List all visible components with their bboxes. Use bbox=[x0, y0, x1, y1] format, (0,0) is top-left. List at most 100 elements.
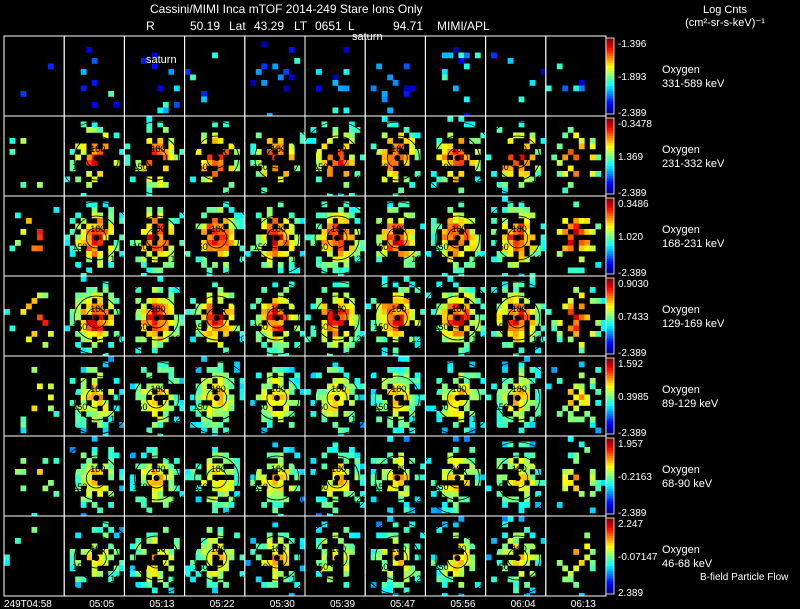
footer-label: B-field Particle Flow bbox=[700, 572, 789, 583]
field-direction-marker bbox=[334, 475, 341, 481]
pitch-angle-contour bbox=[206, 387, 228, 409]
time-tick-label: 05:05 bbox=[89, 599, 114, 609]
time-tick-label: 05:22 bbox=[210, 599, 235, 609]
ephem-source: MIMI/APL bbox=[437, 19, 490, 33]
contour-label: 180 bbox=[271, 544, 286, 554]
colorbar-segment bbox=[606, 135, 614, 139]
colorbar-segment bbox=[606, 566, 614, 570]
colorbar-segment bbox=[606, 283, 614, 287]
colorbar-segment bbox=[606, 50, 614, 54]
colorbar-min-label: -2.389 bbox=[618, 508, 647, 519]
contour-label: 150 bbox=[133, 402, 148, 412]
colorbar-segment bbox=[606, 403, 614, 407]
pitch-angle-contour bbox=[85, 147, 107, 169]
pitch-angle-contour bbox=[134, 295, 179, 341]
ephem-l-value: 94.71 bbox=[393, 19, 424, 33]
contour-label: 150 bbox=[193, 402, 208, 412]
time-axis: 249T04:58 05:05 05:13 05:22 05:30 05:39 05:47 0… bbox=[4, 599, 596, 609]
field-direction-marker bbox=[213, 395, 220, 401]
colorbar-max-label: 1.592 bbox=[618, 359, 643, 370]
colorbar-title: Log Cnts bbox=[702, 4, 748, 16]
field-direction-marker bbox=[454, 395, 461, 401]
pitch-angle-contour bbox=[184, 201, 245, 275]
image-panel bbox=[63, 35, 125, 117]
pitch-angle-contour bbox=[206, 227, 228, 249]
colorbar-segment bbox=[606, 130, 614, 134]
colorbar-segment bbox=[606, 511, 614, 515]
panel-border bbox=[485, 35, 547, 117]
pitch-angle-contour bbox=[73, 375, 119, 421]
pitch-angle-contour bbox=[73, 455, 119, 501]
image-panel bbox=[3, 35, 65, 117]
pitch-angle-contour bbox=[386, 307, 408, 329]
colorbar-segment bbox=[606, 383, 614, 387]
colorbar-segment bbox=[606, 133, 614, 137]
contour-label: 120 bbox=[231, 574, 246, 584]
saturn-label: saturn bbox=[146, 54, 177, 66]
contour-label: 180 bbox=[452, 384, 467, 394]
colorbar-segment bbox=[606, 578, 614, 582]
contour-label: 150 bbox=[193, 162, 208, 172]
colorbar-segment bbox=[606, 331, 614, 335]
colorbar-segment bbox=[606, 60, 614, 64]
pitch-angle-contour bbox=[326, 147, 348, 169]
pitch-angle-contour bbox=[365, 521, 426, 595]
field-direction-marker bbox=[153, 555, 160, 561]
field-direction-marker bbox=[153, 315, 160, 321]
colorbar-segment bbox=[606, 573, 614, 577]
colorbar-segment bbox=[606, 191, 614, 195]
contour-label: 120 bbox=[231, 254, 246, 264]
colorbar-segment bbox=[606, 91, 614, 95]
field-direction-marker bbox=[153, 235, 160, 241]
colorbar-segment bbox=[606, 463, 614, 467]
pitch-angle-contour bbox=[507, 547, 529, 569]
colorbar-segment bbox=[606, 445, 614, 449]
pitch-angle-contour bbox=[134, 135, 179, 181]
contour-label: 120 bbox=[411, 574, 426, 584]
colorbar-segment bbox=[606, 83, 614, 87]
colorbar-segment bbox=[606, 76, 614, 79]
colorbar-segment bbox=[606, 305, 614, 309]
colorbar-segment bbox=[606, 45, 614, 49]
contour-label: 120 bbox=[291, 574, 306, 584]
colorbar-segment bbox=[606, 111, 614, 115]
contour-label: 150 bbox=[72, 242, 87, 252]
image-panel bbox=[545, 515, 607, 597]
colorbar-mid-label: -0.07147 bbox=[618, 552, 658, 563]
field-direction-marker bbox=[394, 555, 401, 561]
contour-label: 120 bbox=[472, 414, 487, 424]
colorbar-segment bbox=[606, 70, 614, 74]
species-label: Oxygen bbox=[662, 144, 700, 156]
contour-label: 120 bbox=[351, 334, 366, 344]
contour-label: 150 bbox=[313, 162, 328, 172]
colorbar-segment bbox=[606, 460, 614, 464]
colorbar-segment bbox=[606, 498, 614, 502]
colorbar-units: (cm²-sr-s-keV)⁻¹ bbox=[685, 17, 765, 29]
contour-label: 180 bbox=[512, 384, 527, 394]
colorbar-segment bbox=[606, 93, 614, 97]
contour-label: 150 bbox=[434, 322, 449, 332]
colorbar-segment bbox=[606, 568, 614, 572]
colorbar-segment bbox=[606, 535, 614, 539]
field-direction-marker bbox=[394, 155, 401, 161]
pitch-angle-contour bbox=[447, 227, 468, 249]
contour-label: 180 bbox=[452, 464, 467, 474]
colorbar-segment bbox=[606, 468, 614, 472]
colorbar-border bbox=[605, 277, 615, 355]
colorbar-segment bbox=[606, 120, 614, 124]
colorbar-border bbox=[605, 357, 615, 435]
colorbar-segment bbox=[606, 103, 614, 107]
colorbar-mid-label: 1.020 bbox=[618, 232, 643, 243]
contour-label: 150 bbox=[193, 242, 208, 252]
